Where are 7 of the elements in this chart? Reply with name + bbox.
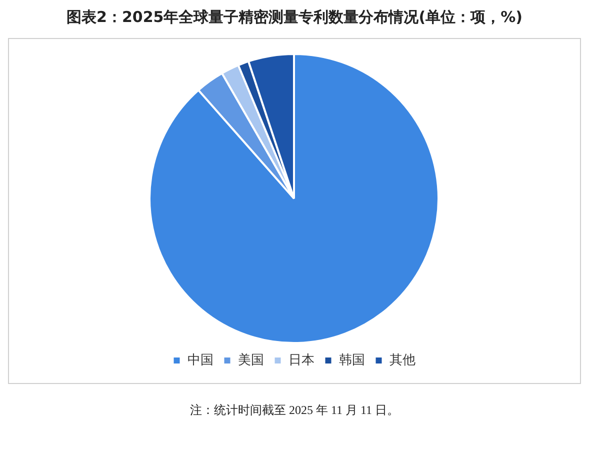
text: 注：统计时间截至 2025 年 11 月 11 日。 bbox=[188, 402, 400, 419]
legend-label: 日本 bbox=[288, 352, 314, 368]
legend-label: 中国 bbox=[187, 352, 214, 368]
legend-label: 韩国 bbox=[338, 352, 365, 368]
legend-label: 其他 bbox=[389, 352, 416, 368]
legend-label: 美国 bbox=[238, 352, 264, 368]
chart-title: 图表2：2025年全球量子精密测量专利数量分布情况(单位：项，%) bbox=[66, 8, 524, 27]
